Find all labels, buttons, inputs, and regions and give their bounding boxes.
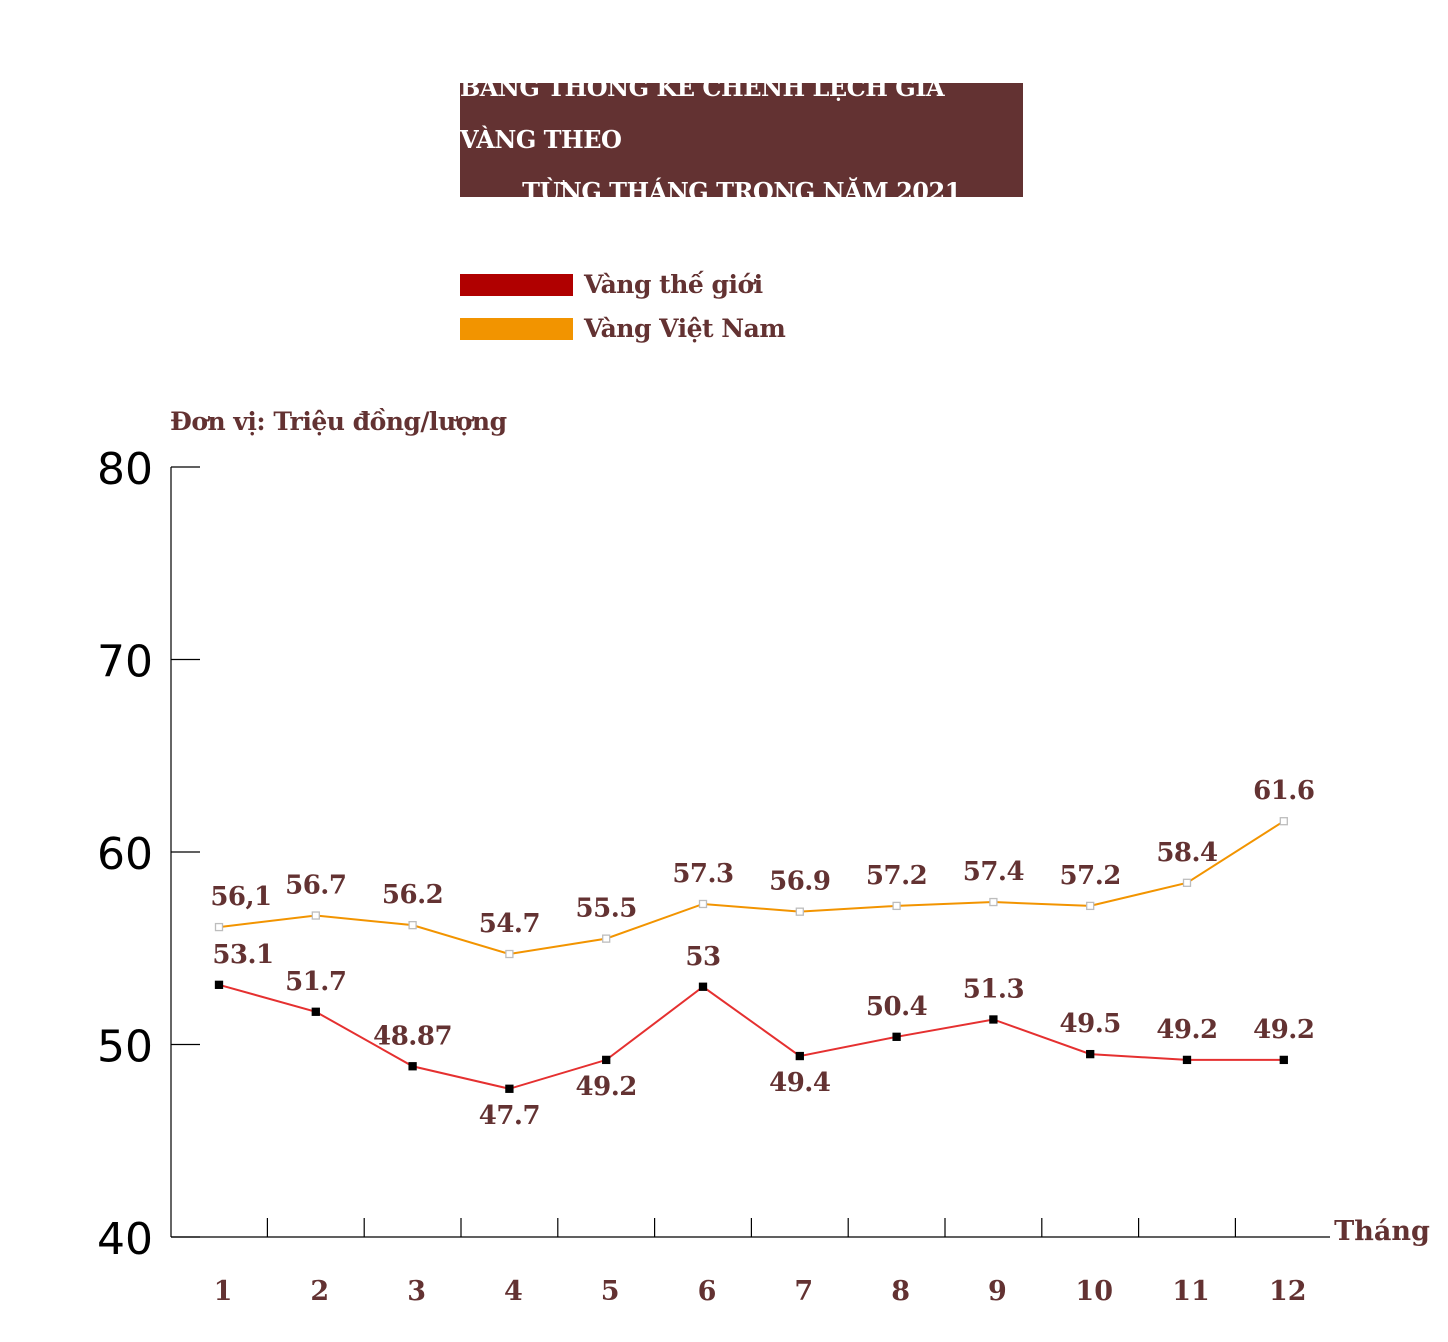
data-point-vn-10 — [1086, 901, 1095, 911]
x-tick-label-8: 8 — [891, 1276, 910, 1307]
data-point-vn-12 — [1279, 817, 1288, 826]
x-tick-label-2: 2 — [310, 1276, 329, 1307]
chart-title-line-1: BẢNG THỐNG KÊ CHÊNH LỆCH GIÁ VÀNG THEO — [460, 73, 945, 154]
data-point-vn-6 — [698, 899, 708, 909]
x-tick-label-10: 10 — [1075, 1276, 1113, 1307]
data-label-vn-6: 57.3 — [672, 859, 733, 889]
x-tick-label-3: 3 — [407, 1276, 426, 1307]
data-label-world-7: 49.4 — [769, 1068, 831, 1098]
data-label-vn-2: 56.7 — [285, 871, 346, 901]
chart-title: BẢNG THỐNG KÊ CHÊNH LỆCH GIÁ VÀNG THEO T… — [460, 73, 1023, 206]
data-point-world-8 — [892, 1032, 901, 1041]
chart-title-line-2: TỪNG THÁNG TRONG NĂM 2021 — [522, 177, 961, 206]
data-label-vn-8: 57.2 — [866, 861, 927, 891]
data-label-world-2: 51.7 — [285, 967, 346, 997]
series-line-vn — [218, 820, 1285, 956]
data-label-vn-1: 56,1 — [210, 882, 271, 912]
x-tick-label-5: 5 — [601, 1276, 620, 1307]
data-label-vn-11: 58.4 — [1156, 838, 1218, 868]
data-label-vn-9: 57.4 — [963, 857, 1025, 887]
y-tick-label-50: 50 — [97, 1022, 153, 1073]
data-label-vn-7: 56.9 — [769, 867, 830, 897]
data-point-world-3 — [408, 1062, 417, 1071]
data-point-world-12 — [1279, 1055, 1288, 1065]
data-label-vn-5: 55.5 — [576, 894, 637, 924]
data-point-world-9 — [989, 1015, 998, 1024]
x-tick-label-1: 1 — [214, 1276, 233, 1307]
data-label-world-3: 48.87 — [373, 1021, 452, 1051]
legend-swatch-vn — [460, 317, 573, 340]
legend-label-vn: Vàng Việt Nam — [584, 314, 786, 343]
data-point-world-4 — [505, 1084, 514, 1093]
y-tick-label-60: 60 — [97, 829, 153, 880]
x-tick-label-12: 12 — [1269, 1276, 1307, 1307]
legend-item-vn: Vàng Việt Nam — [460, 314, 786, 343]
y-axis-unit-label: Đơn vị: Triệu đồng/lượng — [170, 407, 507, 436]
legend-item-world: Vàng thế giới — [460, 270, 763, 299]
data-label-world-8: 50.4 — [866, 992, 928, 1022]
data-point-vn-7 — [795, 907, 804, 916]
data-label-vn-10: 57.2 — [1060, 861, 1121, 891]
data-point-world-5 — [602, 1055, 611, 1065]
data-point-vn-8 — [892, 901, 901, 911]
x-tick-label-4: 4 — [504, 1276, 523, 1307]
data-point-world-10 — [1086, 1049, 1095, 1059]
data-label-vn-12: 61.6 — [1253, 776, 1314, 806]
data-label-world-1: 53.1 — [212, 940, 273, 970]
y-tick-label-80: 80 — [97, 444, 153, 495]
legend-swatch-world — [460, 273, 573, 296]
data-point-vn-4 — [505, 949, 514, 959]
data-label-world-12: 49.2 — [1253, 1015, 1314, 1045]
data-point-vn-1 — [214, 922, 224, 932]
data-label-world-6: 53 — [685, 942, 720, 972]
data-point-world-2 — [311, 1007, 320, 1016]
legend-label-world: Vàng thế giới — [584, 270, 763, 299]
data-label-world-11: 49.2 — [1156, 1015, 1217, 1045]
data-label-vn-3: 56.2 — [382, 880, 443, 910]
data-label-vn-4: 54.7 — [479, 909, 540, 939]
x-tick-label-7: 7 — [794, 1276, 813, 1307]
data-point-world-11 — [1182, 1055, 1192, 1065]
x-tick-label-9: 9 — [988, 1276, 1007, 1307]
data-label-world-9: 51.3 — [963, 974, 1024, 1004]
data-label-world-5: 49.2 — [576, 1072, 637, 1102]
series-line-world — [218, 983, 1284, 1090]
data-point-world-7 — [795, 1051, 804, 1061]
x-tick-label-6: 6 — [698, 1276, 717, 1307]
data-point-vn-2 — [311, 911, 320, 920]
data-label-world-10: 49.5 — [1060, 1009, 1121, 1039]
y-tick-label-40: 40 — [97, 1214, 153, 1265]
data-point-world-1 — [214, 980, 224, 989]
data-point-world-6 — [698, 982, 708, 991]
data-point-vn-5 — [602, 934, 611, 943]
data-point-vn-9 — [989, 897, 998, 907]
x-tick-label-11: 11 — [1172, 1276, 1210, 1307]
data-point-vn-3 — [408, 921, 417, 930]
data-point-vn-11 — [1182, 878, 1192, 887]
x-axis-title: Tháng — [1334, 1216, 1430, 1247]
y-tick-label-70: 70 — [97, 637, 153, 688]
data-label-world-4: 47.7 — [479, 1101, 540, 1131]
